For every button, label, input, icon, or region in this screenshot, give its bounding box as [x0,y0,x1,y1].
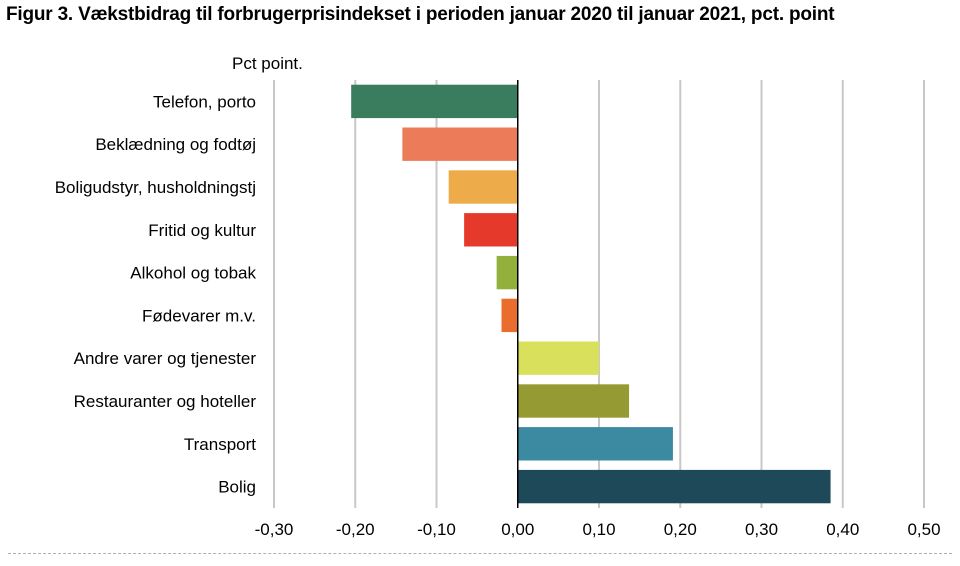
bar [448,170,518,204]
x-tick-label: -0,10 [417,520,456,539]
x-tick-label: 0,00 [501,520,534,539]
x-tick-label: 0,50 [907,520,940,539]
tick-labels: -0,30 -0,20 -0,10 0,00 0,10 0,20 0,30 0,40 0,50 [255,520,941,539]
category-label: Boligudstyr, husholdningstj [55,178,256,197]
bar [517,341,599,375]
x-tick-label: 0,20 [664,520,697,539]
category-labels: Telefon, porto Beklædning og fodtøj Boligu… [55,92,257,496]
bar [501,298,518,333]
category-label: Beklædning og fodtøj [95,135,256,154]
bar [517,384,630,418]
footer-divider [8,553,952,554]
bar [517,427,673,461]
category-label: Transport [184,435,256,454]
category-label: Telefon, porto [153,92,256,111]
chart-title: Figur 3. Vækstbidrag til forbrugerprisin… [6,4,835,25]
x-tick-label: -0,30 [255,520,294,539]
x-tick-label: 0,40 [826,520,859,539]
x-tick-label: 0,30 [745,520,778,539]
category-label: Fritid og kultur [148,221,256,240]
bar [464,213,518,247]
bars [351,80,831,508]
bar [402,127,518,161]
bar [496,255,518,290]
x-tick-label: 0,10 [582,520,615,539]
category-label: Andre varer og tjenester [74,349,257,368]
category-label: Bolig [218,478,256,497]
bar [351,84,518,119]
bar [517,469,831,504]
category-label: Restauranter og hoteller [74,392,257,411]
category-label: Fødevarer m.v. [142,306,256,325]
category-label: Alkohol og tobak [130,264,256,283]
unit-label: Pct point. [232,54,303,73]
x-tick-label: -0,20 [336,520,375,539]
